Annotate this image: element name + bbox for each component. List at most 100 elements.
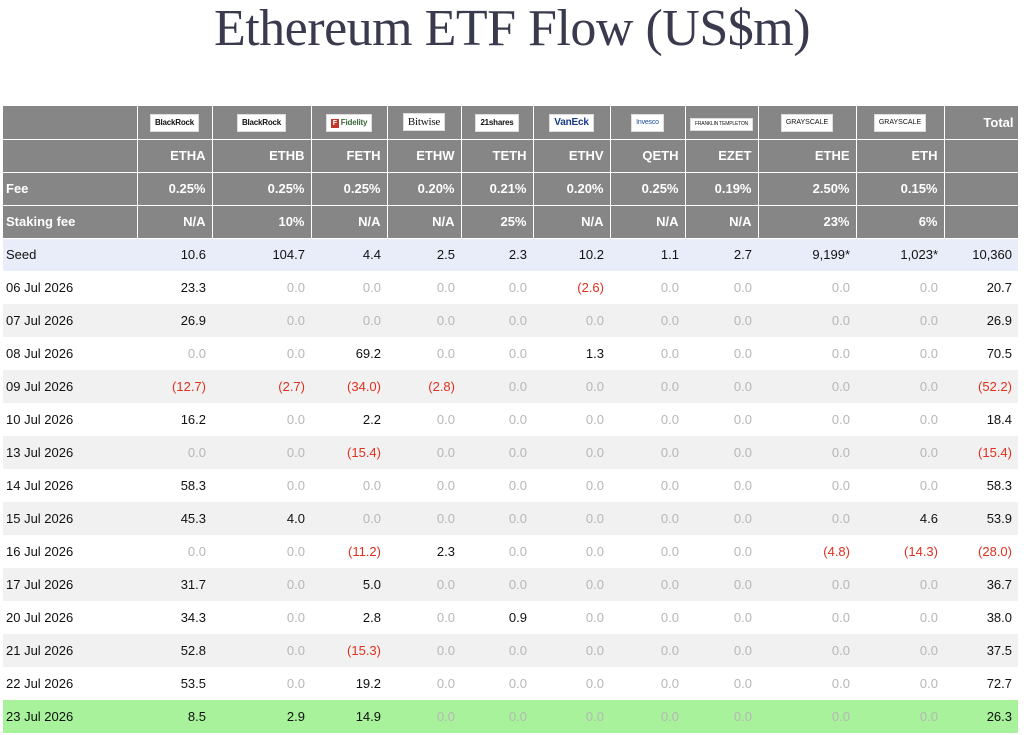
flow-cell: 0.0 bbox=[387, 403, 461, 436]
flow-cell: 0.0 bbox=[533, 469, 610, 502]
seed-row: Seed 10.6 104.7 4.4 2.5 2.3 10.2 1.1 2.7… bbox=[3, 238, 1018, 271]
blackrock-logo: BlackRock bbox=[149, 113, 200, 132]
grayscale-logo: GRAYSCALE bbox=[873, 114, 927, 133]
flow-cell: (12.7) bbox=[137, 370, 212, 403]
flow-cell: 1.3 bbox=[533, 337, 610, 370]
seed-cell: 104.7 bbox=[212, 238, 311, 271]
table-row: 07 Jul 2026 26.9 0.0 0.0 0.0 0.0 0.0 0.0 0.0 0.0 0… bbox=[3, 304, 1018, 337]
flow-cell: 45.3 bbox=[137, 502, 212, 535]
total-header: Total bbox=[944, 106, 1019, 140]
flow-cell: 23.3 bbox=[137, 271, 212, 304]
flow-cell: 0.0 bbox=[461, 667, 533, 700]
total-cell: 53.9 bbox=[944, 502, 1018, 535]
total-cell: 26.3 bbox=[944, 700, 1018, 733]
flow-cell: 0.0 bbox=[685, 568, 758, 601]
flow-cell: 0.0 bbox=[311, 469, 387, 502]
fee-label: Fee bbox=[3, 172, 138, 206]
table-row: 20 Jul 2026 34.3 0.0 2.8 0.0 0.9 0.0 0.0 0.0 0.0 0… bbox=[3, 601, 1018, 634]
seed-label: Seed bbox=[3, 238, 137, 271]
date-cell: 10 Jul 2026 bbox=[3, 403, 137, 436]
flow-cell: 14.9 bbox=[311, 700, 387, 733]
flow-cell: 4.0 bbox=[212, 502, 311, 535]
flow-cell: 0.0 bbox=[610, 403, 685, 436]
fee-row: Fee 0.25% 0.25% 0.25% 0.20% 0.21% 0.20% … bbox=[3, 172, 1019, 206]
fee-cell: 0.25% bbox=[311, 172, 388, 206]
flow-cell: 0.0 bbox=[856, 568, 944, 601]
bitwise-logo: Bitwise bbox=[402, 113, 446, 132]
flow-cell: 0.0 bbox=[758, 370, 856, 403]
flow-cell: 0.0 bbox=[685, 502, 758, 535]
flow-cell: 0.0 bbox=[533, 502, 610, 535]
flow-cell: 0.0 bbox=[533, 304, 610, 337]
flow-cell: 16.2 bbox=[137, 403, 212, 436]
flow-cell: 0.0 bbox=[610, 700, 685, 733]
flow-cell: 0.0 bbox=[212, 337, 311, 370]
total-cell: (15.4) bbox=[944, 436, 1018, 469]
fee-cell: 0.20% bbox=[387, 172, 462, 206]
flow-cell: 0.0 bbox=[758, 403, 856, 436]
total-cell: 26.9 bbox=[944, 304, 1018, 337]
flow-cell: 0.0 bbox=[610, 667, 685, 700]
flow-cell: 0.0 bbox=[212, 271, 311, 304]
staking-cell: N/A bbox=[610, 205, 686, 239]
grayscale-logo: GRAYSCALE bbox=[780, 114, 834, 133]
seed-cell: 2.7 bbox=[685, 238, 758, 271]
flow-cell: 0.0 bbox=[387, 568, 461, 601]
total-cell: (52.2) bbox=[944, 370, 1018, 403]
flow-cell: 26.9 bbox=[137, 304, 212, 337]
vaneck-logo: VanEck bbox=[549, 113, 594, 132]
total-cell: (28.0) bbox=[944, 535, 1018, 568]
flow-cell: 0.0 bbox=[533, 436, 610, 469]
seed-cell: 2.3 bbox=[461, 238, 533, 271]
flow-cell: 0.0 bbox=[533, 370, 610, 403]
flow-cell: 0.0 bbox=[685, 370, 758, 403]
flow-cell: 0.0 bbox=[856, 337, 944, 370]
ticker-cell: FETH bbox=[311, 139, 388, 173]
flow-cell: (2.6) bbox=[533, 271, 610, 304]
fee-cell: 0.15% bbox=[856, 172, 945, 206]
staking-cell: N/A bbox=[533, 205, 611, 239]
seed-cell: 10.6 bbox=[137, 238, 212, 271]
flow-cell: 0.0 bbox=[212, 667, 311, 700]
date-cell: 13 Jul 2026 bbox=[3, 436, 137, 469]
total-cell: 18.4 bbox=[944, 403, 1018, 436]
flow-cell: 0.0 bbox=[212, 634, 311, 667]
ticker-cell: ETH bbox=[856, 139, 945, 173]
seed-cell: 10.2 bbox=[533, 238, 610, 271]
flow-cell: 52.8 bbox=[137, 634, 212, 667]
flow-cell: 0.0 bbox=[685, 271, 758, 304]
flow-cell: 0.0 bbox=[856, 370, 944, 403]
total-cell: 72.7 bbox=[944, 667, 1018, 700]
table-row: 13 Jul 2026 0.0 0.0 (15.4) 0.0 0.0 0.0 0.0 0.0 0.… bbox=[3, 436, 1018, 469]
seed-cell: 4.4 bbox=[311, 238, 387, 271]
flow-cell: 0.0 bbox=[685, 601, 758, 634]
seed-cell: 9,199* bbox=[758, 238, 856, 271]
flow-cell: 0.0 bbox=[685, 634, 758, 667]
ticker-total-cell bbox=[944, 139, 1019, 173]
flow-cell: 0.0 bbox=[856, 436, 944, 469]
flow-cell: 0.0 bbox=[685, 436, 758, 469]
table-row: 17 Jul 2026 31.7 0.0 5.0 0.0 0.0 0.0 0.0 0.0 0.0 0… bbox=[3, 568, 1018, 601]
fee-cell: 0.21% bbox=[461, 172, 534, 206]
flow-cell: 0.0 bbox=[685, 403, 758, 436]
flow-cell: 8.5 bbox=[137, 700, 212, 733]
flow-cell: 0.0 bbox=[387, 700, 461, 733]
flow-cell: 0.0 bbox=[610, 634, 685, 667]
page-title: Ethereum ETF Flow (US$m) bbox=[213, 0, 811, 57]
date-cell: 21 Jul 2026 bbox=[3, 634, 137, 667]
table-row: 21 Jul 2026 52.8 0.0 (15.3) 0.0 0.0 0.0 0.0 0.0 0… bbox=[3, 634, 1018, 667]
fidelity-logo: F Fidelity bbox=[325, 113, 373, 132]
date-cell: 20 Jul 2026 bbox=[3, 601, 137, 634]
flow-cell: 0.0 bbox=[137, 535, 212, 568]
flow-cell: 0.0 bbox=[856, 271, 944, 304]
corner-cell bbox=[3, 106, 138, 140]
issuer-logo-row: BlackRock BlackRock F Fidelity Bitwise 21… bbox=[3, 106, 1019, 140]
flow-cell: 0.0 bbox=[387, 601, 461, 634]
flow-cell: 0.0 bbox=[758, 436, 856, 469]
date-cell: 22 Jul 2026 bbox=[3, 667, 137, 700]
staking-cell: 23% bbox=[758, 205, 857, 239]
staking-cell: 25% bbox=[461, 205, 534, 239]
date-cell: 06 Jul 2026 bbox=[3, 271, 137, 304]
total-cell: 38.0 bbox=[944, 601, 1018, 634]
table-row: 09 Jul 2026 (12.7) (2.7) (34.0) (2.8) 0.0 0.0 0… bbox=[3, 370, 1018, 403]
